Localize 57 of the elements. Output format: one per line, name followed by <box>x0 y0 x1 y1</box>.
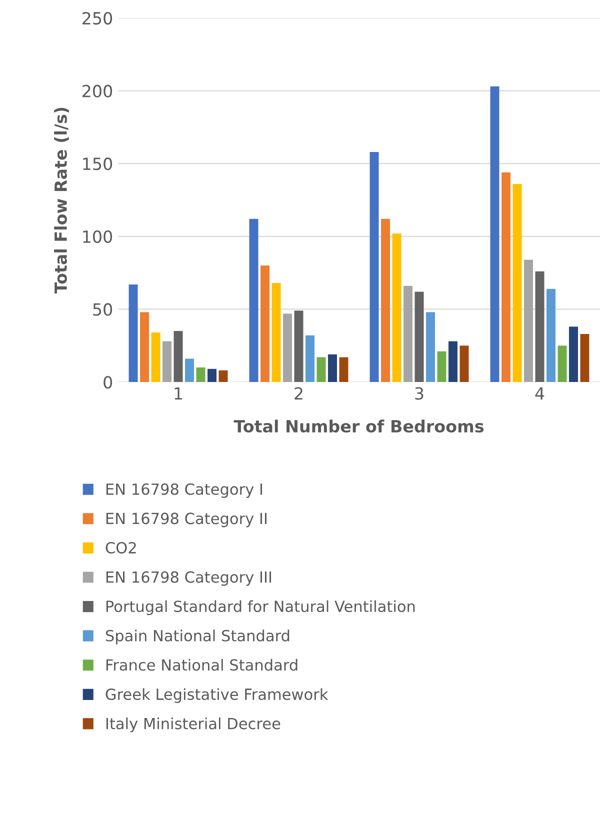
legend-label: Greek Legistative Framework <box>106 688 328 703</box>
bar <box>328 354 337 382</box>
bar <box>546 288 556 382</box>
bar <box>316 357 326 382</box>
y-tick-label: 250 <box>82 12 112 25</box>
bar <box>128 284 138 382</box>
legend-label: EN 16798 Category I <box>106 483 262 498</box>
bar <box>568 326 578 382</box>
bar <box>283 314 292 382</box>
bar <box>207 368 216 382</box>
x-tick-label: 4 <box>535 387 544 400</box>
y-tick-label: 0 <box>104 376 112 389</box>
bar <box>414 292 424 382</box>
bar <box>524 260 533 382</box>
bar <box>381 218 390 382</box>
bar <box>339 357 348 382</box>
y-axis-title: Total Flow Rate (l/s) <box>54 108 69 294</box>
bar <box>580 334 590 382</box>
y-tick-label: 200 <box>82 84 112 98</box>
bar <box>512 184 522 382</box>
bar <box>151 332 160 382</box>
bar <box>460 346 469 382</box>
legend-label: France National Standard <box>106 658 298 671</box>
bar <box>490 86 500 382</box>
bar <box>249 218 258 382</box>
x-axis-title: Total Number of Bedrooms <box>234 420 484 433</box>
bar <box>370 152 379 382</box>
legend-label: EN 16798 Category III <box>106 571 271 586</box>
bar <box>272 282 281 382</box>
bar <box>294 310 304 382</box>
bar <box>392 233 402 382</box>
bar <box>174 331 183 382</box>
legend-label: Spain National Standard <box>106 630 290 644</box>
bar <box>218 370 228 382</box>
bar <box>196 367 206 382</box>
bar <box>306 335 314 382</box>
bar <box>502 172 511 382</box>
legend-label: CO2 <box>106 542 136 554</box>
bar <box>426 312 435 382</box>
legend-label: EN 16798 Category II <box>106 512 266 528</box>
bar <box>185 358 194 382</box>
bar <box>162 341 172 382</box>
bar <box>437 351 446 382</box>
bar <box>140 312 150 382</box>
legend-label: Italy Ministerial Decree <box>106 718 280 732</box>
bar <box>535 271 544 382</box>
y-tick-label: 100 <box>83 230 112 243</box>
bar <box>448 341 458 382</box>
x-tick-label: 1 <box>174 387 182 400</box>
bar <box>260 266 270 382</box>
x-tick-label: 3 <box>415 387 424 400</box>
y-tick-label: 50 <box>93 303 112 316</box>
x-tick-label: 2 <box>294 387 302 400</box>
bar <box>404 286 412 382</box>
y-tick-label: 150 <box>83 158 112 170</box>
legend-label: Portugal Standard for Natural Ventilation <box>106 600 415 616</box>
bar <box>558 346 567 382</box>
